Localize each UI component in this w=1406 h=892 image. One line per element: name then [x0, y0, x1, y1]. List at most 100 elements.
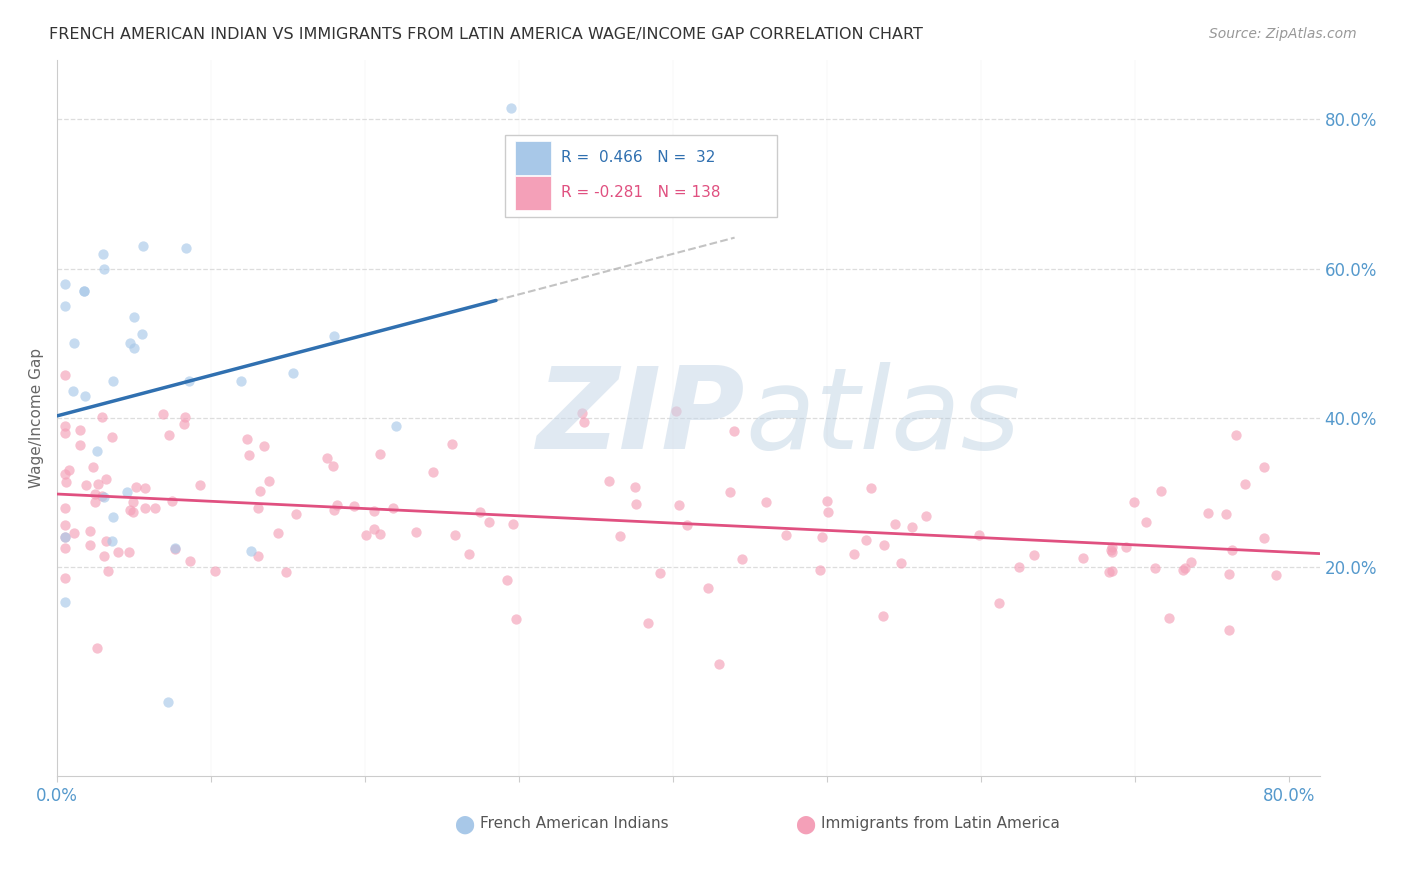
Text: atlas: atlas [745, 362, 1021, 474]
Point [1115, 540, 1137, 554]
Point [53, 541, 76, 555]
Point [90, 409, 112, 424]
Point [162, 493, 184, 508]
Point [441, 437, 464, 451]
Point [231, 374, 253, 388]
Point [118, 336, 141, 351]
Point [1150, 483, 1173, 498]
Point [637, 615, 659, 630]
Point [1174, 560, 1197, 574]
Point [1101, 565, 1123, 579]
Point [675, 517, 697, 532]
Point [101, 510, 124, 524]
Point [598, 474, 620, 488]
Point [236, 432, 259, 446]
Point [368, 446, 391, 460]
Point [1157, 610, 1180, 624]
Point [624, 480, 647, 494]
Text: French American Indians: French American Indians [479, 815, 669, 830]
Point [86, 444, 108, 458]
Point [505, 612, 527, 626]
Point [914, 508, 936, 523]
Point [1101, 540, 1123, 554]
Point [63, 336, 86, 351]
Point [1022, 549, 1045, 563]
Point [157, 428, 180, 442]
Point [73, 284, 96, 298]
Point [697, 581, 720, 595]
Point [259, 475, 281, 489]
Text: R = -0.281   N = 138: R = -0.281 N = 138 [561, 185, 720, 200]
Point [1218, 624, 1240, 638]
Point [1071, 551, 1094, 566]
Point [1101, 545, 1123, 559]
Point [75, 478, 97, 492]
Point [1135, 515, 1157, 529]
Point [323, 329, 346, 343]
Point [101, 374, 124, 388]
Point [118, 545, 141, 559]
Point [118, 502, 141, 516]
Point [326, 499, 349, 513]
Point [165, 541, 187, 555]
Point [101, 533, 124, 548]
Point [665, 403, 688, 417]
Point [107, 545, 129, 559]
Point [1264, 567, 1286, 582]
Point [382, 500, 405, 515]
Point [246, 549, 269, 564]
Point [134, 481, 156, 495]
Point [84, 487, 107, 501]
Point [478, 515, 501, 529]
Point [55, 475, 77, 489]
Point [131, 327, 153, 342]
Point [354, 528, 377, 542]
Point [69, 423, 91, 437]
Point [723, 424, 745, 438]
Point [1218, 567, 1240, 582]
Point [134, 500, 156, 515]
Point [90, 489, 112, 503]
Point [808, 563, 831, 577]
Point [285, 507, 308, 521]
Point [253, 439, 276, 453]
Point [1233, 477, 1256, 491]
Point [811, 530, 834, 544]
Point [872, 609, 894, 624]
Point [267, 526, 290, 541]
Point [93, 261, 115, 276]
Point [855, 533, 877, 547]
Point [859, 481, 882, 495]
Point [281, 366, 304, 380]
Point [668, 498, 690, 512]
Text: Immigrants from Latin America: Immigrants from Latin America [821, 815, 1060, 830]
Point [94, 534, 117, 549]
Point [385, 419, 408, 434]
Point [79, 538, 101, 552]
Text: FRENCH AMERICAN INDIAN VS IMMIGRANTS FROM LATIN AMERICA WAGE/INCOME GAP CORRELAT: FRENCH AMERICAN INDIAN VS IMMIGRANTS FRO… [49, 27, 924, 42]
Point [901, 520, 924, 534]
Point [84, 494, 107, 508]
Point [69, 438, 91, 452]
Point [626, 498, 648, 512]
Point [122, 494, 145, 508]
Point [93, 491, 115, 505]
Point [101, 430, 124, 444]
Point [53, 467, 76, 481]
Point [1180, 555, 1202, 569]
Point [571, 406, 593, 420]
Point [1225, 428, 1247, 442]
Point [322, 459, 344, 474]
Point [174, 409, 197, 424]
Point [122, 342, 145, 356]
Text: R =  0.466   N =  32: R = 0.466 N = 32 [561, 150, 716, 165]
Point [1253, 532, 1275, 546]
Point [249, 484, 271, 499]
Point [501, 102, 523, 116]
Point [247, 501, 270, 516]
Text: ⬤: ⬤ [454, 815, 474, 834]
Point [775, 528, 797, 542]
Point [125, 480, 148, 494]
Point [707, 657, 730, 671]
Point [1197, 506, 1219, 520]
